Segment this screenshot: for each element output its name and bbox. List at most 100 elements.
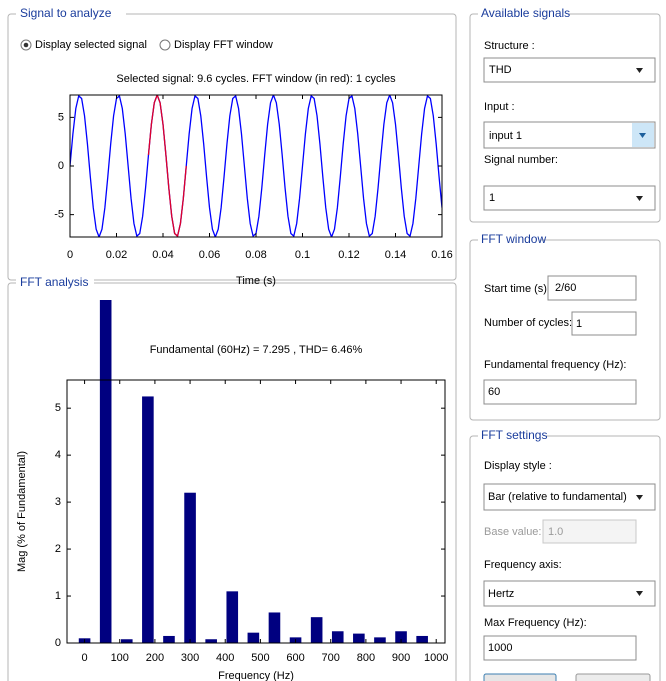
bar <box>374 637 386 643</box>
bar <box>226 591 239 643</box>
x-tick-label: 400 <box>216 652 234 664</box>
text-input-disabled <box>542 519 637 544</box>
chart-title: Selected signal: 9.6 cycles. FFT window … <box>116 73 396 85</box>
x-tick-label: 1000 <box>424 652 448 664</box>
bar <box>268 612 281 643</box>
dropdown[interactable] <box>483 185 656 211</box>
input-value: 1.0 <box>548 526 563 538</box>
radio-dot <box>23 42 29 48</box>
dropdown-arrow[interactable] <box>636 196 643 201</box>
x-tick-label: 200 <box>146 652 164 664</box>
x-tick-label: 0 <box>82 652 88 664</box>
frame-title: Available signals <box>481 6 570 20</box>
text-input[interactable] <box>483 635 637 661</box>
label: Base value: <box>484 526 541 538</box>
text-input[interactable] <box>483 379 637 405</box>
x-tick-label: 900 <box>392 652 410 664</box>
dropdown[interactable] <box>483 121 656 149</box>
dropdown[interactable] <box>483 580 656 607</box>
frame-title-bg <box>478 6 568 22</box>
x-tick-label: 0.14 <box>385 249 406 261</box>
dropdown-value[interactable]: THD <box>489 64 512 76</box>
frame-title-bg <box>478 428 546 444</box>
axes-box <box>69 94 443 238</box>
bar <box>331 631 344 643</box>
bar <box>205 639 217 643</box>
dropdown-arrow[interactable] <box>639 133 646 138</box>
signal-frame <box>7 13 457 281</box>
frame-title: FFT window <box>481 232 546 246</box>
dropdown[interactable] <box>483 483 656 511</box>
chart-title: Fundamental (60Hz) = 7.295 , THD= 6.46% <box>150 344 363 356</box>
x-tick-label: 0 <box>67 249 73 261</box>
label: Fundamental frequency (Hz): <box>484 359 626 371</box>
label: Display style : <box>484 460 552 472</box>
button[interactable] <box>575 673 651 681</box>
bar <box>163 635 175 643</box>
bar <box>395 631 407 643</box>
label: Max Frequency (Hz): <box>484 617 587 629</box>
label: Signal number: <box>484 154 558 166</box>
frame-title: FFT analysis <box>20 275 88 289</box>
x-tick-label: 0.02 <box>106 249 127 261</box>
x-tick-label: 600 <box>286 652 304 664</box>
fft-settings-frame <box>469 435 661 681</box>
plot-area <box>67 380 445 643</box>
plot-area <box>70 95 442 237</box>
frame-title-bg <box>478 232 540 248</box>
y-axis-label: Mag (% of Fundamental) <box>16 451 28 572</box>
bar <box>416 635 428 643</box>
y-tick-label: 4 <box>55 449 61 461</box>
axes-box <box>66 379 446 644</box>
bar <box>310 617 323 643</box>
label: Number of cycles: <box>484 317 572 329</box>
frame-title-bg <box>16 6 126 22</box>
x-tick-label: 700 <box>322 652 340 664</box>
dropdown-value[interactable]: input 1 <box>489 130 522 142</box>
button[interactable] <box>483 673 557 681</box>
text-input[interactable] <box>571 311 637 336</box>
x-tick-label: 0.16 <box>431 249 452 261</box>
y-tick-label: 2 <box>55 543 61 555</box>
label: Start time (s): <box>484 283 550 295</box>
radio-label[interactable]: Display selected signal <box>35 39 147 51</box>
input-value[interactable]: 1 <box>576 318 582 330</box>
x-tick-label: 300 <box>181 652 199 664</box>
fft-frame <box>7 282 457 681</box>
y-tick-label: 1 <box>55 590 61 602</box>
y-tick-label: 3 <box>55 496 61 508</box>
radio-button[interactable] <box>159 39 171 51</box>
dropdown-value[interactable]: 1 <box>489 192 495 204</box>
y-tick-label: 5 <box>55 402 61 414</box>
dropdown-arrow[interactable] <box>636 591 643 596</box>
x-tick-label: 100 <box>111 652 129 664</box>
dropdown[interactable] <box>483 57 656 83</box>
input-value[interactable]: 1000 <box>488 642 512 654</box>
bar <box>99 300 112 643</box>
x-tick-label: 500 <box>251 652 269 664</box>
signal-line <box>147 95 187 237</box>
bar <box>247 632 260 643</box>
x-tick-label: 0.04 <box>152 249 173 261</box>
y-tick-label: -5 <box>54 209 64 221</box>
x-tick-label: 0.08 <box>245 249 266 261</box>
frame-title-bg <box>16 275 94 291</box>
label: Frequency axis: <box>484 559 562 571</box>
frame-title: FFT settings <box>481 428 547 442</box>
dropdown-arrow[interactable] <box>636 495 643 500</box>
y-tick-label: 0 <box>58 160 64 172</box>
y-tick-label: 5 <box>58 111 64 123</box>
dropdown-value[interactable]: Bar (relative to fundamental) <box>488 491 627 503</box>
y-tick-label: 0 <box>55 637 61 649</box>
x-axis-label: Frequency (Hz) <box>218 670 294 681</box>
dropdown-arrow[interactable] <box>636 68 643 73</box>
input-value[interactable]: 60 <box>488 386 500 398</box>
dropdown-value[interactable]: Hertz <box>488 588 514 600</box>
text-input[interactable] <box>547 275 637 301</box>
bar <box>142 396 154 643</box>
label: Structure : <box>484 40 535 52</box>
radio-label[interactable]: Display FFT window <box>174 39 273 51</box>
bar <box>184 492 196 643</box>
input-value[interactable]: 2/60 <box>555 282 576 294</box>
